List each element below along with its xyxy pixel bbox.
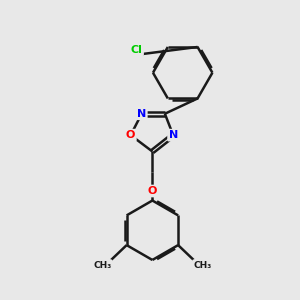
Text: O: O	[126, 130, 135, 140]
Text: N: N	[169, 130, 178, 140]
Text: O: O	[148, 186, 157, 196]
Text: CH₃: CH₃	[93, 260, 111, 269]
Text: CH₃: CH₃	[194, 260, 212, 269]
Text: N: N	[137, 109, 146, 119]
Text: Cl: Cl	[131, 44, 142, 55]
